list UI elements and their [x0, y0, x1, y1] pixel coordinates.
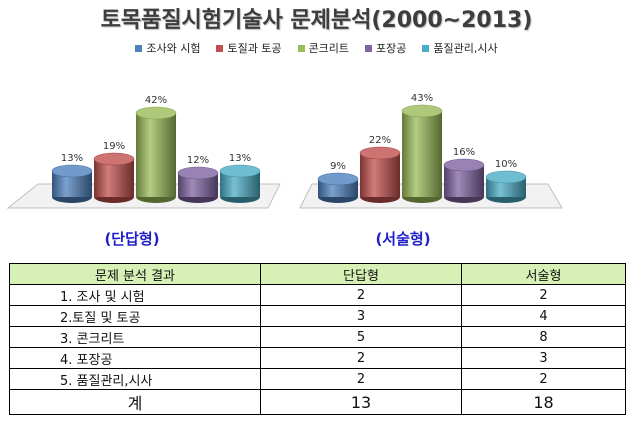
- legend-swatch: [135, 44, 143, 52]
- table-row: 5. 품질관리,시사 2 2: [9, 368, 626, 390]
- data-label: 9%: [330, 161, 346, 172]
- total-label: 계: [9, 389, 261, 415]
- results-table: 문제 분석 결과 단답형 서술형 1. 조사 및 시험 2 2 2.토질 및 토…: [9, 263, 626, 415]
- cell-short-answer: 2: [260, 284, 462, 306]
- column-header: 단답형: [260, 263, 462, 285]
- cell-essay: 4: [461, 305, 626, 327]
- legend-label: 콘크리트: [308, 42, 350, 55]
- cell-essay: 8: [461, 326, 626, 348]
- legend-item: 품질관리,시사: [422, 40, 498, 56]
- cell-short-answer: 5: [260, 326, 462, 348]
- cell-short-answer: 2: [260, 347, 462, 369]
- bar: [93, 152, 135, 203]
- bar: [219, 164, 261, 203]
- row-label: 4. 포장공: [9, 347, 261, 369]
- legend-item: 콘크리트: [297, 40, 350, 56]
- data-label: 16%: [453, 147, 475, 158]
- bar: [359, 146, 401, 203]
- data-label: 19%: [103, 141, 125, 152]
- total-short-answer: 13: [260, 389, 462, 415]
- table-header-row: 문제 분석 결과 단답형 서술형: [9, 263, 626, 285]
- legend-swatch: [297, 44, 305, 52]
- legend: 조사와 시험 토질과 토공 콘크리트 포장공 품질관리,시사: [0, 40, 633, 56]
- legend-item: 토질과 토공: [216, 40, 282, 56]
- bar: [485, 170, 527, 203]
- legend-swatch: [422, 44, 430, 52]
- cell-short-answer: 2: [260, 368, 462, 390]
- bar-charts: 13% 19% 42% 12% 13% 9% 22% 43% 16% 10%: [6, 93, 563, 209]
- cell-essay: 2: [461, 284, 626, 306]
- legend-label: 포장공: [376, 42, 407, 55]
- chart-subtitle-essay: (서술형): [375, 230, 431, 248]
- bar: [135, 106, 177, 203]
- bar: [317, 172, 359, 203]
- data-label: 43%: [411, 93, 433, 104]
- chart-subtitle-short-answer: (단답형): [104, 230, 160, 248]
- legend-label: 조사와 시험: [146, 42, 201, 55]
- legend-label: 품질관리,시사: [433, 42, 498, 55]
- data-label: 10%: [495, 159, 517, 170]
- bar: [443, 158, 485, 203]
- legend-item: 조사와 시험: [135, 40, 200, 56]
- total-essay: 18: [461, 389, 626, 415]
- cell-short-answer: 3: [260, 305, 462, 327]
- table-total-row: 계 13 18: [9, 389, 626, 415]
- column-header: 문제 분석 결과: [9, 263, 261, 285]
- legend-label: 토질과 토공: [227, 42, 282, 55]
- legend-swatch: [365, 44, 373, 52]
- bar: [177, 166, 219, 203]
- bar: [401, 104, 443, 203]
- chart-1: 9% 22% 43% 16% 10%: [299, 93, 563, 209]
- legend-item: 포장공: [365, 40, 406, 56]
- data-label: 12%: [187, 155, 209, 166]
- table-row: 2.토질 및 토공 3 4: [9, 305, 626, 327]
- table-row: 4. 포장공 2 3: [9, 347, 626, 369]
- row-label: 2.토질 및 토공: [9, 305, 261, 327]
- data-label: 13%: [229, 153, 251, 164]
- data-label: 42%: [145, 95, 167, 106]
- row-label: 1. 조사 및 시험: [9, 284, 261, 306]
- row-label: 3. 콘크리트: [9, 326, 261, 348]
- cell-essay: 3: [461, 347, 626, 369]
- column-header: 서술형: [461, 263, 626, 285]
- data-label: 22%: [369, 135, 391, 146]
- table-row: 1. 조사 및 시험 2 2: [9, 284, 626, 306]
- bar: [51, 164, 93, 203]
- chart-0: 13% 19% 42% 12% 13%: [6, 95, 281, 209]
- data-label: 13%: [61, 153, 83, 164]
- row-label: 5. 품질관리,시사: [9, 368, 261, 390]
- table-row: 3. 콘크리트 5 8: [9, 326, 626, 348]
- legend-swatch: [216, 44, 224, 52]
- chart-title: 토목품질시험기술사 문제분석(2000~2013): [100, 8, 533, 33]
- cell-essay: 2: [461, 368, 626, 390]
